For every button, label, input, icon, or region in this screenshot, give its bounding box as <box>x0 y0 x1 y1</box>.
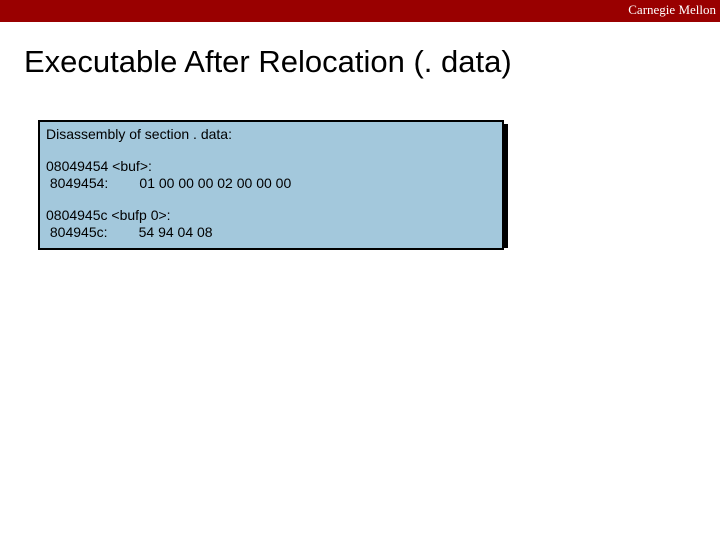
disassembly-header: Disassembly of section . data: <box>46 126 496 144</box>
codebox: Disassembly of section . data: 08049454 … <box>38 120 504 250</box>
institution-label: Carnegie Mellon <box>628 2 716 18</box>
blank-line <box>46 144 496 158</box>
symbol-bytes: 804945c: 54 94 04 08 <box>46 224 496 242</box>
blank-line <box>46 193 496 207</box>
symbol-label: 08049454 <buf>: <box>46 158 496 176</box>
header-banner: Carnegie Mellon <box>0 0 720 22</box>
gap <box>108 224 139 240</box>
offset: 804945c: <box>46 224 108 240</box>
symbol-label: 0804945c <bufp 0>: <box>46 207 496 225</box>
symbol-bytes: 8049454: 01 00 00 00 02 00 00 00 <box>46 175 496 193</box>
offset: 8049454: <box>46 175 108 191</box>
bytes: 01 00 00 00 02 00 00 00 <box>139 175 291 191</box>
disassembly-box: Disassembly of section . data: 08049454 … <box>38 120 508 250</box>
bytes: 54 94 04 08 <box>139 224 213 240</box>
gap <box>108 175 139 191</box>
slide-title: Executable After Relocation (. data) <box>24 44 720 80</box>
